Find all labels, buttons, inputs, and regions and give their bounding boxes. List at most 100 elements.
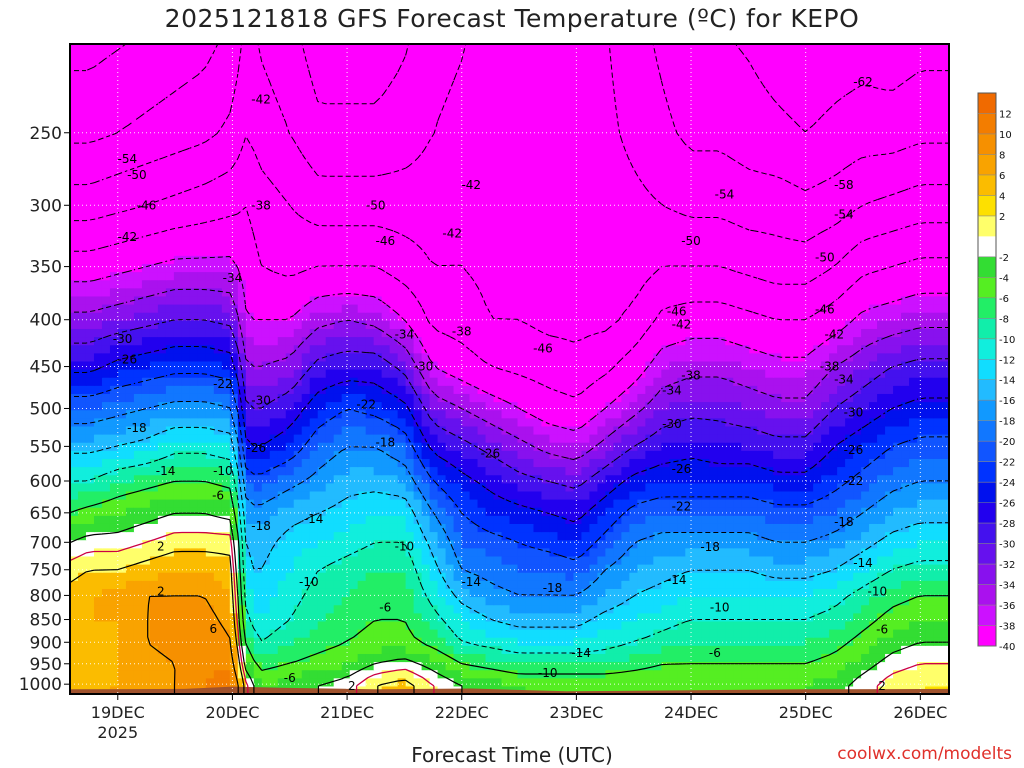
- temperature-cell: [677, 385, 686, 394]
- temperature-cell: [173, 588, 183, 598]
- temperature-cell: [365, 588, 375, 598]
- temperature-cell: [717, 360, 726, 370]
- temperature-cell: [429, 555, 439, 565]
- temperature-cell: [117, 588, 127, 598]
- temperature-cell: [629, 572, 638, 581]
- temperature-cell: [357, 450, 367, 459]
- temperature-cell: [517, 482, 527, 492]
- temperature-cell: [773, 588, 782, 598]
- temperature-cell: [909, 417, 918, 427]
- temperature-cell: [645, 450, 654, 459]
- temperature-cell: [461, 580, 471, 589]
- temperature-cell: [517, 523, 527, 533]
- temperature-cell: [437, 352, 447, 362]
- temperature-cell: [733, 393, 742, 403]
- temperature-cell: [741, 531, 750, 541]
- temperature-cell: [589, 588, 598, 598]
- temperature-cell: [189, 417, 199, 427]
- temperature-cell: [413, 604, 423, 614]
- temperature-cell: [205, 539, 215, 549]
- temperature-cell: [405, 377, 415, 386]
- temperature-cell: [413, 336, 423, 346]
- temperature-cell: [805, 442, 814, 451]
- temperature-cell: [245, 661, 255, 671]
- temperature-cell: [693, 490, 702, 500]
- temperature-cell: [669, 637, 678, 646]
- temperature-cell: [541, 401, 551, 411]
- temperature-cell: [125, 499, 135, 508]
- temperature-cell: [293, 564, 303, 573]
- temperature-cell: [309, 417, 319, 427]
- temperature-cell: [461, 596, 471, 606]
- temperature-cell: [261, 620, 271, 630]
- temperature-cell: [781, 499, 790, 508]
- temperature-cell: [341, 474, 351, 484]
- temperature-cell: [861, 466, 870, 476]
- temperature-cell: [149, 352, 159, 362]
- temperature-cell: [413, 677, 423, 687]
- temperature-cell: [661, 645, 670, 654]
- temperature-cell: [205, 344, 215, 354]
- temperature-cell: [757, 490, 766, 500]
- temperature-cell: [429, 645, 439, 654]
- temperature-cell: [477, 401, 487, 411]
- temperature-cell: [301, 637, 311, 646]
- temperature-cell: [77, 450, 87, 459]
- temperature-cell: [733, 531, 742, 541]
- temperature-cell: [245, 425, 255, 435]
- temperature-cell: [541, 588, 551, 598]
- temperature-cell: [821, 588, 830, 598]
- temperature-cell: [589, 523, 598, 533]
- temperature-cell: [813, 661, 822, 671]
- temperature-cell: [797, 531, 806, 541]
- temperature-cell: [109, 425, 119, 435]
- temperature-cell: [405, 336, 415, 346]
- temperature-cell: [269, 344, 279, 354]
- temperature-cell: [277, 482, 287, 492]
- temperature-cell: [837, 385, 846, 394]
- temperature-cell: [581, 539, 591, 549]
- temperature-cell: [365, 539, 375, 549]
- temperature-cell: [781, 458, 790, 468]
- temperature-cell: [653, 336, 662, 346]
- temperature-cell: [349, 637, 359, 646]
- temperature-cell: [509, 450, 519, 459]
- temperature-cell: [341, 507, 351, 516]
- temperature-cell: [477, 450, 487, 459]
- temperature-cell: [565, 637, 575, 646]
- temperature-cell: [797, 523, 806, 533]
- temperature-cell: [229, 425, 239, 435]
- temperature-cell: [925, 352, 934, 362]
- temperature-cell: [805, 645, 814, 654]
- temperature-cell: [117, 539, 127, 549]
- temperature-cell: [173, 523, 183, 533]
- temperature-cell: [70, 515, 79, 524]
- temperature-cell: [125, 336, 135, 346]
- temperature-cell: [781, 596, 790, 606]
- temperature-cell: [909, 499, 918, 508]
- temperature-cell: [629, 401, 638, 411]
- temperature-cell: [741, 547, 750, 557]
- temperature-cell: [429, 385, 439, 394]
- temperature-cell: [405, 515, 415, 524]
- temperature-cell: [733, 450, 742, 459]
- temperature-cell: [621, 604, 630, 614]
- temperature-cell: [197, 344, 207, 354]
- temperature-cell: [693, 328, 702, 338]
- temperature-cell: [901, 328, 910, 338]
- temperature-cell: [573, 499, 583, 508]
- temperature-cell: [453, 442, 463, 451]
- temperature-cell: [365, 645, 375, 654]
- temperature-cell: [277, 564, 287, 573]
- temperature-cell: [357, 596, 367, 606]
- temperature-cell: [213, 352, 223, 362]
- temperature-cell: [885, 377, 894, 386]
- temperature-cell: [421, 434, 431, 443]
- temperature-cell: [829, 523, 838, 533]
- temperature-cell: [701, 653, 710, 663]
- temperature-cell: [173, 515, 183, 524]
- temperature-cell: [605, 328, 614, 338]
- temperature-cell: [349, 409, 359, 419]
- temperature-cell: [253, 458, 263, 468]
- temperature-cell: [829, 555, 838, 565]
